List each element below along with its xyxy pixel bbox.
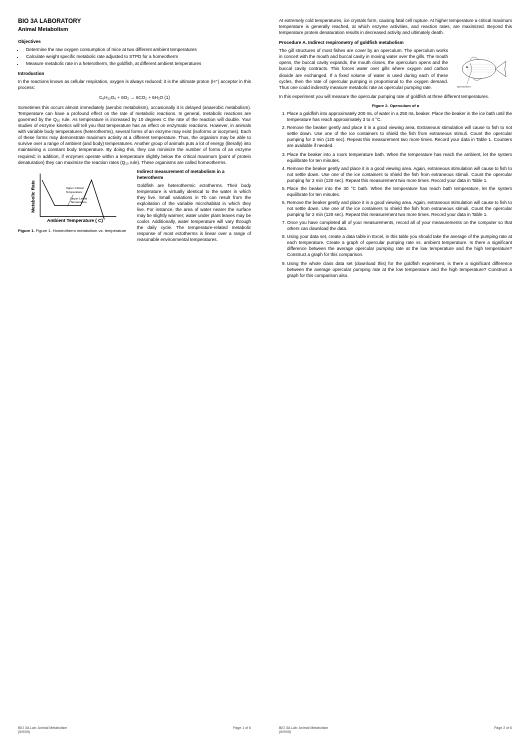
page-footer: BIO 3A Lab: Animal Metabolism(5/9/05) Pa… (279, 726, 512, 735)
intro-p2: Sometimes this occurs almost immediately… (18, 105, 251, 166)
fish-icon: operculum (452, 48, 512, 90)
list-item: Remove the beaker gently and place it in… (287, 125, 512, 149)
operculum-label: operculum (457, 85, 472, 89)
fish-figure: operculum (452, 48, 512, 90)
text-column: Indirect measurement of metabolism in a … (137, 169, 251, 247)
footer-page: Page 2 of 6 (494, 726, 512, 735)
two-column-section: Metabolic Rate Ambient Temperature ( C) … (18, 169, 251, 247)
fig2-caption: Figure 2. Operculum of a (279, 103, 512, 108)
footer-left: BIO 3A Lab: Animal Metabolism(5/9/05) (279, 726, 328, 735)
doc-title: BIO 3A LABORATORY (18, 18, 251, 26)
indirect-p1: Goldfish are heterothermic ectotherms. T… (137, 183, 251, 244)
objectives-list: Determine the raw oxygen consumption of … (18, 47, 251, 67)
metabolism-chart: Metabolic Rate Ambient Temperature ( C) … (18, 169, 132, 224)
page-footer: BIO 3A Lab: Animal Metabolism(5/9/05) Pa… (18, 726, 251, 735)
footer-left: BIO 3A Lab: Animal Metabolism(5/9/05) (18, 726, 67, 735)
proc-block: operculum The gill structures of most fi… (279, 48, 512, 103)
list-item: Calculate weight specific metabolic rate… (26, 54, 251, 60)
indirect-head: Indirect measurement of metabolism in a … (137, 169, 251, 181)
proc-head: Procedure A. Indirect respirometry of go… (279, 40, 512, 46)
svg-text:Temperature: Temperature (66, 189, 83, 193)
list-item: Measure metabolic rate in a heterotherm,… (26, 61, 251, 67)
list-item: Remove the beaker gently and place it in… (287, 200, 512, 218)
page-right: At extremely cold temperatures, ice crys… (269, 8, 522, 741)
doc-subtitle: Animal Metabolism (18, 27, 251, 34)
fig1-caption: Figure 1. Figure 1. Homeotherm metabolis… (18, 228, 132, 233)
list-item: Determine the raw oxygen consumption of … (26, 47, 251, 53)
intro-p1: In the reactions known as cellular respi… (18, 79, 251, 91)
list-item: Once you have completed all of your meas… (287, 220, 512, 232)
objectives-head: Objectives (18, 39, 251, 45)
top-p1: At extremely cold temperatures, ice crys… (279, 18, 512, 36)
y-axis-label: Metabolic Rate (31, 180, 36, 213)
x-axis-label: Ambient Temperature ( C) (47, 218, 103, 223)
list-item: Place a goldfish into approximately 200 … (287, 111, 512, 123)
procedure-steps: Place a goldfish into approximately 200 … (279, 111, 512, 279)
list-item: Place the beaker into the 30 °C bath. Wh… (287, 186, 512, 198)
page-left: BIO 3A LABORATORY Animal Metabolism Obje… (8, 8, 261, 741)
list-item: Using the whole class data set (download… (287, 261, 512, 279)
intro-head: Introduction (18, 71, 251, 77)
list-item: Using your data set, create a data table… (287, 234, 512, 258)
footer-page: Page 1 of 6 (233, 726, 251, 735)
chart-column: Metabolic Rate Ambient Temperature ( C) … (18, 169, 132, 247)
list-item: Place the beaker into a room temperature… (287, 152, 512, 164)
list-item: Remove the beaker gently and place it in… (287, 166, 512, 184)
svg-text:Temperature: Temperature (70, 200, 87, 204)
equation: C₆H₁₂O₆ + 6O₂ → 6CO₂ + 6H₂O (1) (18, 95, 251, 101)
proc-p2: In this experiment you will measure the … (279, 94, 512, 100)
